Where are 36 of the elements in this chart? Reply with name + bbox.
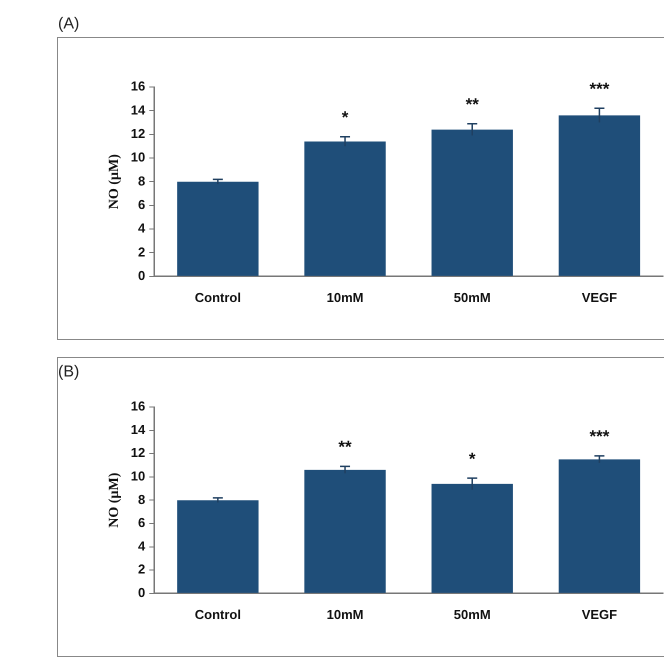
x-tick-label: Control <box>194 290 241 305</box>
y-tick-label: 2 <box>138 562 146 577</box>
y-tick-label: 8 <box>138 492 146 507</box>
y-tick-label: 4 <box>138 220 146 236</box>
y-tick-label: 6 <box>138 515 146 530</box>
y-tick-label: 2 <box>138 244 146 260</box>
x-tick-label: 10mM <box>326 290 364 305</box>
y-tick-label: 14 <box>130 102 146 118</box>
x-tick-label: 50mM <box>454 606 491 622</box>
x-tick-label: VEGF <box>582 290 618 305</box>
annotation: * <box>468 449 476 468</box>
annotation: ** <box>466 94 480 114</box>
y-tick-label: 4 <box>138 538 146 554</box>
y-tick-label: 0 <box>138 268 146 283</box>
y-tick-label: 14 <box>130 422 146 437</box>
y-tick-label: 16 <box>130 398 146 414</box>
x-tick-label: 50mM <box>454 290 491 305</box>
y-tick-label: 12 <box>130 126 146 141</box>
annotation: *** <box>589 427 610 446</box>
y-tick-label: 10 <box>130 150 146 165</box>
y-axis-title: NO (µM) <box>107 472 122 528</box>
y-tick-label: 16 <box>130 78 146 94</box>
y-tick-label: 0 <box>138 584 146 600</box>
y-tick-label: 10 <box>130 468 146 484</box>
y-tick-label: 8 <box>138 173 146 188</box>
annotation: * <box>342 108 349 127</box>
chart-title: (B) <box>58 363 80 380</box>
y-tick-label: 6 <box>138 196 146 212</box>
x-tick-label: 10mM <box>326 606 364 622</box>
x-tick-label: VEGF <box>582 606 618 622</box>
chart-title: (A) <box>58 15 80 32</box>
annotation: *** <box>589 79 610 98</box>
x-tick-label: Control <box>194 606 241 622</box>
annotation: ** <box>338 438 352 457</box>
y-tick-label: 12 <box>130 445 146 460</box>
y-axis-title: NO (µM) <box>107 154 122 210</box>
